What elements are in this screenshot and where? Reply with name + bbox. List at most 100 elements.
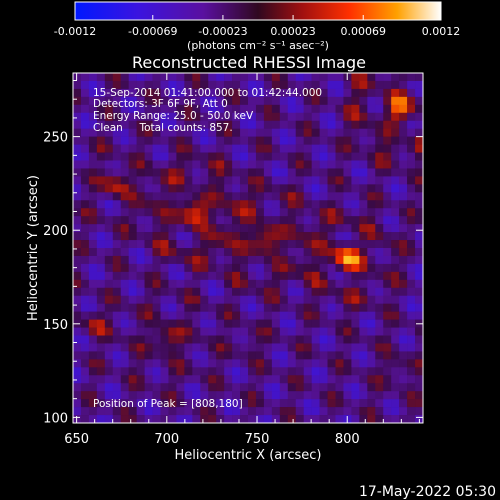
heatmap-cell — [375, 184, 384, 193]
heatmap-cell — [383, 359, 392, 368]
heatmap-cell — [303, 335, 312, 344]
heatmap-cell — [263, 375, 273, 384]
heatmap-cell — [104, 303, 114, 312]
heatmap-cell — [271, 391, 281, 400]
heatmap-cell — [391, 128, 400, 137]
heatmap-cell — [271, 96, 281, 106]
heatmap-cell — [311, 351, 320, 360]
heatmap-cell — [216, 200, 225, 209]
heatmap-cell — [73, 248, 82, 257]
heatmap-cell — [73, 96, 82, 106]
heatmap-cell — [144, 184, 153, 193]
heatmap-cell — [375, 359, 384, 368]
heatmap-cell — [192, 208, 201, 217]
heatmap-cell — [255, 104, 265, 114]
heatmap-cell — [407, 136, 416, 145]
heatmap-cell — [279, 391, 289, 400]
heatmap-cell — [311, 192, 320, 201]
heatmap-cell — [279, 351, 289, 360]
heatmap-cell — [144, 192, 153, 201]
heatmap-cell — [248, 208, 257, 217]
heatmap-cell — [248, 351, 257, 360]
heatmap-cell — [248, 248, 257, 257]
heatmap-cell — [200, 271, 209, 281]
heatmap-cell — [240, 311, 249, 320]
heatmap-cell — [248, 240, 257, 249]
heatmap-cell — [73, 415, 82, 423]
heatmap-cell — [144, 112, 153, 122]
heatmap-cell — [375, 303, 384, 312]
heatmap-cell — [184, 287, 193, 297]
heatmap-cell — [415, 200, 423, 209]
heatmap-cell — [216, 319, 225, 328]
heatmap-cell — [319, 248, 328, 257]
heatmap-cell — [208, 391, 217, 400]
heatmap-cell — [391, 144, 400, 153]
heatmap-cell — [295, 176, 304, 185]
heatmap-cell — [240, 216, 249, 225]
heatmap-cell — [216, 375, 225, 384]
heatmap-cell — [359, 303, 368, 312]
heatmap-cell — [192, 407, 201, 416]
heatmap-cell — [128, 383, 137, 392]
heatmap-cell — [240, 240, 249, 249]
heatmap-cell — [168, 415, 177, 423]
heatmap-cell — [248, 287, 257, 297]
heatmap-cell — [216, 303, 225, 312]
heatmap-cell — [399, 184, 408, 193]
heatmap-cell — [224, 80, 233, 90]
heatmap-cell — [248, 383, 257, 392]
heatmap-cell — [415, 303, 423, 312]
heatmap-cell — [184, 240, 193, 249]
heatmap-cell — [359, 240, 368, 249]
heatmap-cell — [383, 184, 392, 193]
heatmap-cell — [128, 415, 137, 423]
heatmap-cell — [152, 248, 161, 257]
heatmap-cell — [287, 271, 297, 281]
heatmap-cell — [375, 224, 384, 233]
heatmap-cell — [383, 351, 392, 360]
heatmap-cell — [128, 160, 137, 169]
heatmap-cell — [120, 176, 129, 185]
heatmap-cell — [263, 192, 273, 201]
heatmap-cell — [383, 120, 392, 129]
heatmap-cell — [391, 303, 400, 312]
heatmap-cell — [415, 160, 423, 169]
heatmap-cell — [335, 311, 344, 320]
heatmap-cell — [160, 192, 169, 201]
heatmap-cell — [263, 263, 273, 273]
heatmap-cell — [112, 120, 122, 129]
heatmap-cell — [311, 391, 320, 400]
heatmap-cell — [407, 255, 416, 265]
heatmap-cell — [152, 407, 161, 416]
heatmap-cell — [327, 144, 336, 153]
heatmap-cell — [96, 160, 106, 169]
heatmap-cell — [383, 319, 392, 328]
heatmap-cell — [311, 311, 320, 320]
heatmap-cell — [319, 263, 328, 273]
heatmap-cell — [407, 383, 416, 392]
annotation-energy: Energy Range: 25.0 - 50.0 keV — [93, 110, 254, 122]
heatmap-cell — [73, 160, 82, 169]
heatmap-cell — [319, 311, 328, 320]
heatmap-cell — [399, 407, 408, 416]
heatmap-cell — [279, 152, 289, 161]
heatmap-cell — [335, 192, 344, 201]
heatmap-cell — [184, 263, 193, 273]
heatmap-cell — [399, 311, 408, 320]
heatmap-cell — [144, 351, 153, 360]
heatmap-cell — [391, 168, 400, 177]
heatmap-cell — [176, 192, 185, 201]
heatmap-cell — [399, 383, 408, 392]
heatmap-cell — [128, 327, 137, 336]
heatmap-cell — [192, 224, 201, 233]
heatmap-cell — [311, 96, 320, 106]
heatmap-cell — [192, 359, 201, 368]
heatmap-cell — [224, 303, 233, 312]
heatmap-cell — [295, 144, 304, 153]
heatmap-cell — [240, 200, 249, 209]
heatmap-cell — [144, 399, 153, 408]
heatmap-cell — [160, 152, 169, 161]
heatmap-cell — [271, 279, 281, 289]
heatmap-cell — [168, 80, 177, 90]
